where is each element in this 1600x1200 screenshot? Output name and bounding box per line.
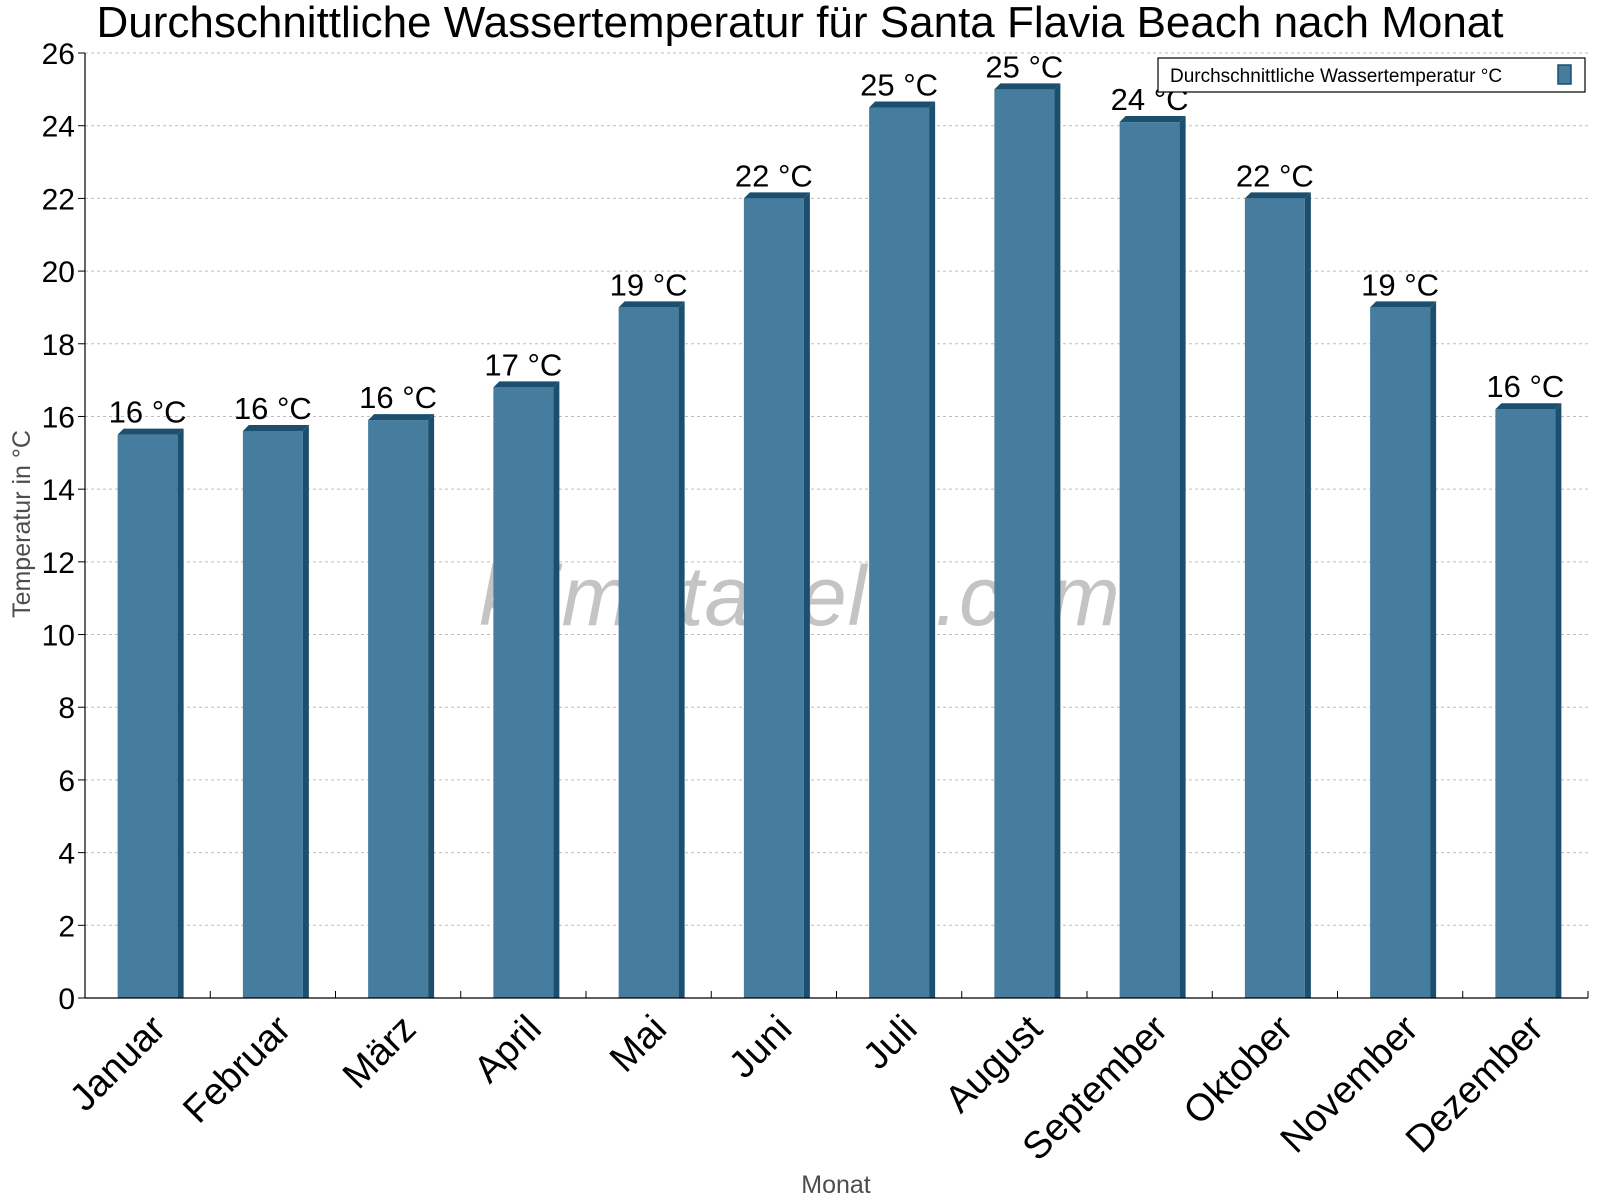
bar-top [1244,192,1311,199]
bar-value-label: 16 °C [359,380,437,415]
bar-top [242,425,309,431]
y-tick-label: 4 [58,838,75,871]
bar-value-label: 19 °C [1361,267,1439,302]
bar [618,307,679,998]
bar [242,431,303,998]
bar-side [177,428,184,998]
bar-side [553,381,560,998]
bar-top [1119,116,1186,123]
y-tick-label: 6 [58,765,75,798]
bar-top [493,381,560,388]
bar-side [1430,301,1437,998]
bars [117,83,1562,999]
x-tick-label: Oktober [1176,1007,1302,1133]
bar [1495,409,1556,998]
bar-side [803,192,810,998]
legend-entry-label: Durchschnittliche Wassertemperatur °C [1170,66,1502,87]
bar-side [678,301,685,998]
y-tick-label: 22 [42,183,75,216]
bar [493,387,554,998]
x-tick-label: Dezember [1398,1007,1552,1161]
bar-value-label: 16 °C [234,391,312,426]
y-tick-label: 18 [42,329,75,362]
chart-title: Durchschnittliche Wassertemperatur für S… [96,0,1503,47]
bar-side [929,101,936,999]
bar-value-labels: 16 °C 16 °C 16 °C 17 °C 19 °C 22 °C 25 °C 25 °C… [109,49,1565,429]
y-tick-label: 16 [42,401,75,434]
y-tick-label: 8 [58,692,75,725]
x-tick-labels: Januar Februar März April Mai Juni Juli AugustS… [62,1007,1552,1168]
bar-value-label: 25 °C [860,68,938,103]
legend: Durchschnittliche Wassertemperatur °C [1157,57,1586,93]
bar [117,434,178,998]
y-tick-label: 0 [58,983,75,1016]
bar-top [994,83,1061,90]
bar [743,198,804,998]
legend-swatch [1557,64,1572,85]
bar-side [1179,116,1186,999]
bar-side [1304,192,1311,998]
bar [368,420,429,998]
bar [994,89,1055,999]
bar-top [618,301,685,308]
bar-top [869,101,936,108]
bar [869,107,930,999]
legend-box [1157,57,1586,93]
x-tick-label: Juni [721,1008,800,1087]
bar-value-label: 17 °C [484,347,562,382]
bar-value-label: 16 °C [1486,369,1564,404]
bar [1244,198,1305,998]
x-tick-label: März [335,1008,424,1097]
x-tick-label: Januar [62,1007,174,1119]
y-tick-label: 26 [42,38,75,71]
bar-top [1495,403,1562,410]
x-tick-label: Juli [855,1008,925,1078]
axes [78,52,1589,999]
x-tick-label: Mai [602,1008,675,1081]
y-axis-label: Temperatur in °C [8,430,36,618]
y-tick-label: 10 [42,620,75,653]
bar-value-label: 19 °C [610,267,688,302]
bar-top [368,414,435,421]
bar-value-label: 25 °C [985,49,1063,84]
y-tick-label: 2 [58,910,75,943]
y-tick-label: 24 [42,111,75,144]
x-tick-label: April [466,1008,549,1091]
bar-side [428,414,435,998]
bar-side [1054,83,1061,999]
bar-value-label: 22 °C [1236,158,1314,193]
bar-side [1555,403,1562,998]
bar-top [743,192,810,199]
bar-side [302,425,309,998]
y-tick-label: 20 [42,256,75,289]
bar-value-label: 16 °C [109,395,187,430]
x-tick-label: Februar [175,1007,299,1131]
bar [1119,122,1180,999]
x-axis-label: Monat [801,1171,871,1199]
bar [1370,307,1431,998]
bar-value-label: 22 °C [735,158,813,193]
x-tick-label: August [937,1007,1051,1121]
y-tick-label: 12 [42,547,75,580]
bar-top [117,428,184,435]
bar-top [1370,301,1437,308]
grid-lines [85,52,1588,926]
y-tick-label: 14 [42,474,75,507]
